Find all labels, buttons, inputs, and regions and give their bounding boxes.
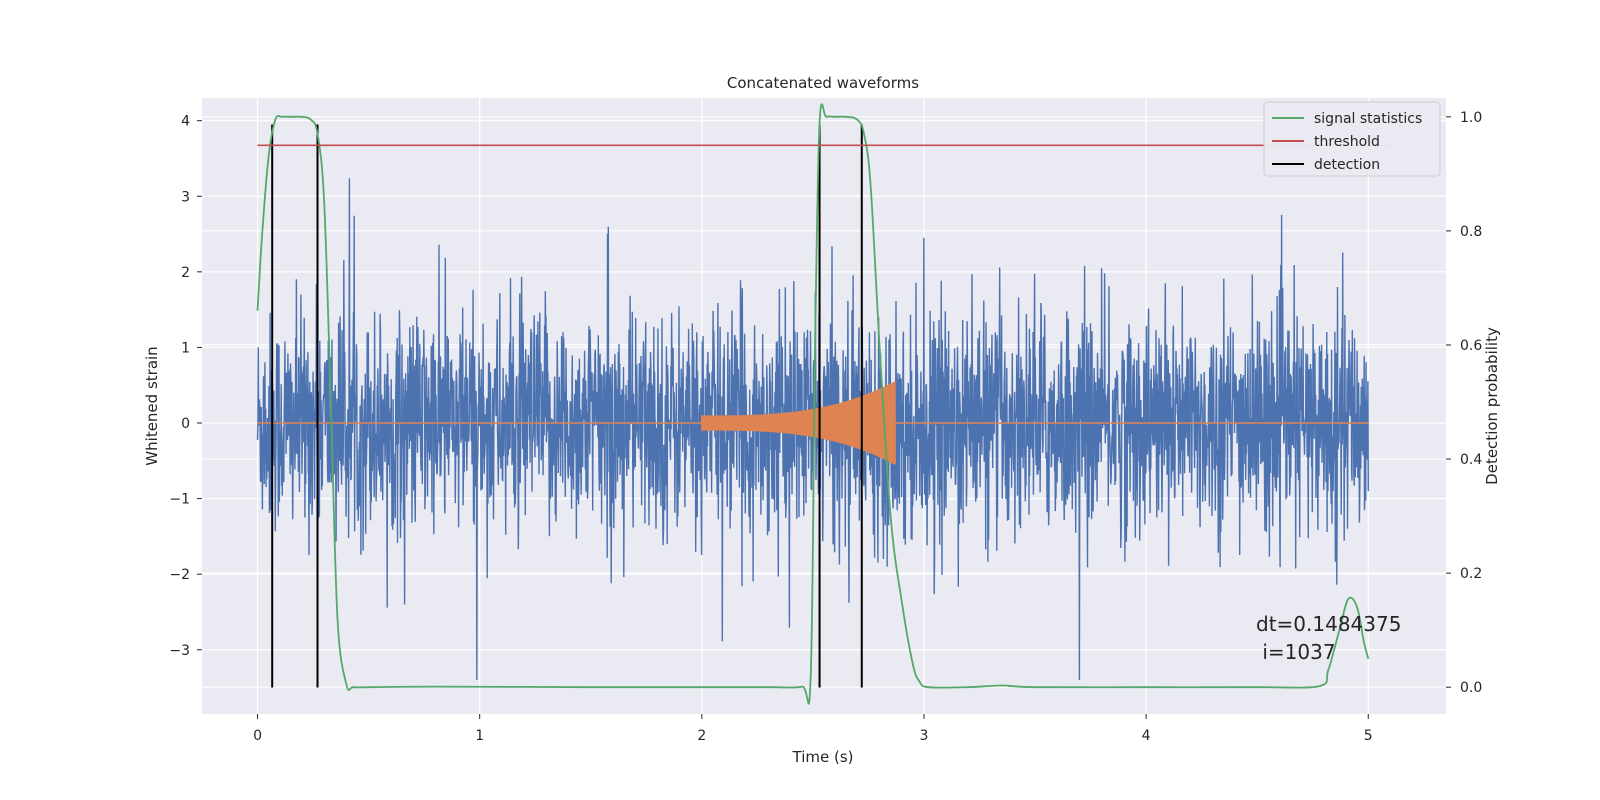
series-whitened-strain [256,178,1370,681]
x-tick-label: 4 [1142,728,1151,744]
axis-ticks: 0 1 2 3 4 5 −3 −2 −1 0 1 2 3 4 0.0 0.2 0.4 0.6 0.8 1.0 [169,110,1482,744]
y-tick-label: −3 [169,643,190,659]
y2-axis-label: Detection probability [1483,327,1501,485]
y-tick-label: 3 [181,189,190,205]
annotation-line: dt=0.1484375 [1256,612,1401,636]
y-tick-label: 2 [181,265,190,281]
annotation: dt=0.1484375 i=1037 [1256,612,1401,664]
legend-label: threshold [1314,134,1380,150]
x-tick-label: 0 [253,728,262,744]
series-injected-chirp [257,381,1369,465]
y-tick-label: −2 [169,567,190,583]
y-tick-label: 0 [181,416,190,432]
y-tick-label: 4 [181,114,190,130]
y-tick-label: −1 [169,492,190,508]
y2-tick-label: 0.8 [1460,224,1482,240]
chart-title: Concatenated waveforms [727,74,919,92]
plot-area [202,98,1446,714]
y2-tick-label: 0.2 [1460,566,1482,582]
y2-tick-label: 0.0 [1460,680,1482,696]
x-axis-label: Time (s) [792,748,854,766]
x-tick-label: 3 [920,728,929,744]
legend: signal statistics threshold detection [1263,101,1441,177]
legend-label: detection [1314,157,1380,173]
x-tick-label: 1 [475,728,484,744]
annotation-line: i=1037 [1256,640,1336,664]
x-tick-label: 2 [697,728,706,744]
y2-tick-label: 0.4 [1460,452,1482,468]
legend-label: signal statistics [1314,111,1422,127]
y-tick-label: 1 [181,340,190,356]
y-axis-label: Whitened strain [143,346,161,465]
y2-tick-label: 1.0 [1460,110,1482,126]
x-tick-label: 5 [1364,728,1373,744]
y2-tick-label: 0.6 [1460,338,1482,354]
legend-box [1263,101,1441,177]
series-signal-statistics [256,103,1370,705]
